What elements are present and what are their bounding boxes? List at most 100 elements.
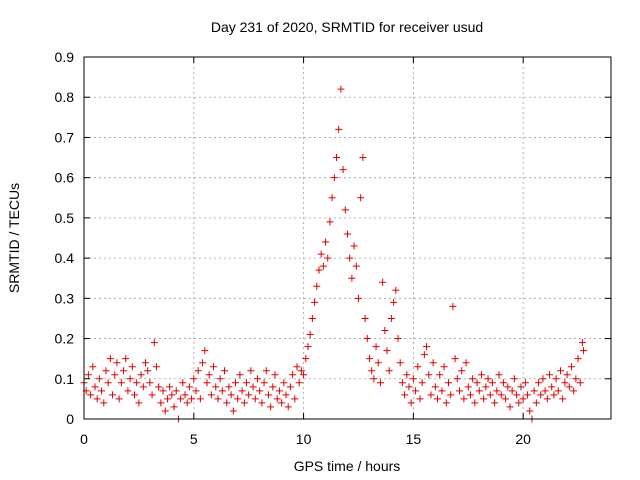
data-point (98, 387, 106, 395)
data-point (517, 383, 525, 391)
data-point (267, 403, 275, 411)
data-point (242, 379, 250, 387)
data-point (177, 395, 185, 403)
data-point (113, 359, 121, 367)
data-point (236, 371, 244, 379)
data-point (383, 347, 391, 355)
data-point (115, 395, 123, 403)
data-point (469, 375, 477, 383)
data-point (401, 391, 409, 399)
data-point (199, 359, 207, 367)
data-point (148, 391, 156, 399)
data-point (344, 230, 351, 238)
x-tick-label: 10 (296, 431, 312, 447)
data-point (214, 395, 222, 403)
data-point (561, 379, 569, 387)
data-point (552, 375, 560, 383)
data-point (146, 379, 154, 387)
data-point (486, 391, 494, 399)
data-point (480, 395, 488, 403)
data-point (431, 383, 439, 391)
data-point (559, 395, 567, 403)
data-point (131, 391, 139, 399)
data-point (297, 367, 305, 375)
data-point (271, 371, 279, 379)
data-point (315, 266, 323, 274)
data-point (451, 355, 459, 363)
data-point (352, 262, 360, 270)
data-point (440, 363, 448, 371)
data-point (385, 367, 393, 375)
data-point (137, 371, 145, 379)
data-point (251, 395, 259, 403)
data-point (293, 363, 301, 371)
data-point (524, 391, 532, 399)
data-point (326, 218, 334, 226)
data-point (227, 391, 235, 399)
data-point (543, 395, 551, 403)
data-point (354, 294, 362, 302)
data-point (372, 343, 380, 351)
data-point (445, 379, 453, 387)
data-point (262, 367, 270, 375)
data-point (313, 282, 321, 290)
data-point (260, 379, 268, 387)
data-point (548, 383, 556, 391)
data-point (438, 387, 446, 395)
data-point (172, 387, 180, 395)
data-point (128, 363, 136, 371)
data-point (302, 355, 310, 363)
data-point (532, 399, 540, 407)
data-point (190, 375, 198, 383)
data-point (196, 395, 204, 403)
data-point (256, 387, 264, 395)
data-point (368, 367, 376, 375)
data-point (95, 375, 103, 383)
data-point (580, 347, 588, 355)
data-point (264, 391, 272, 399)
data-point (144, 367, 152, 375)
data-point (238, 387, 246, 395)
data-point (387, 314, 395, 322)
data-point (477, 371, 485, 379)
data-point (425, 371, 433, 379)
data-point (188, 395, 196, 403)
data-point (484, 375, 492, 383)
data-point (475, 387, 483, 395)
data-point (273, 395, 281, 403)
y-tick-label: 0.4 (55, 250, 75, 266)
data-point (482, 383, 490, 391)
y-tick-label: 0.5 (55, 210, 75, 226)
data-point (133, 379, 141, 387)
data-point (365, 355, 373, 363)
data-point (337, 85, 345, 93)
data-point (394, 335, 402, 343)
data-point (322, 238, 330, 246)
data-point (135, 399, 143, 407)
data-point (269, 383, 277, 391)
data-point (192, 387, 200, 395)
data-point (574, 355, 582, 363)
data-point (203, 379, 211, 387)
data-point (370, 375, 378, 383)
data-point (319, 262, 327, 270)
x-axis-title: GPS time / hours (294, 458, 401, 474)
data-point (576, 379, 584, 387)
data-point (471, 399, 479, 407)
data-point (357, 194, 365, 202)
data-point (212, 383, 220, 391)
y-tick-label: 0.8 (55, 89, 75, 105)
data-point (306, 331, 314, 339)
data-point (565, 383, 573, 391)
data-point (363, 335, 371, 343)
data-point (504, 383, 512, 391)
data-point (348, 274, 356, 282)
data-point (104, 379, 112, 387)
data-point (291, 395, 299, 403)
data-point (210, 363, 218, 371)
data-point (317, 250, 325, 258)
data-point (221, 367, 229, 375)
data-point (497, 391, 505, 399)
data-point (333, 154, 341, 162)
